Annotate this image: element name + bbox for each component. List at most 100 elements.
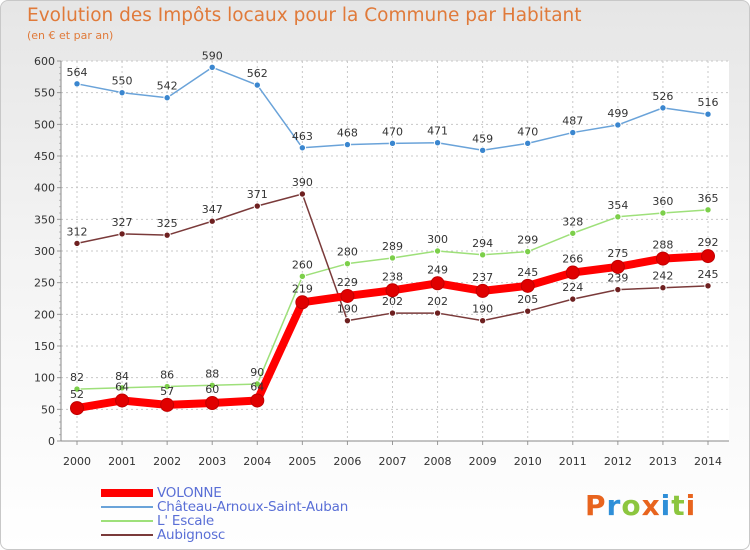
data-label: 245 xyxy=(517,266,538,279)
data-point xyxy=(704,206,712,214)
data-point xyxy=(343,316,352,325)
data-point xyxy=(524,307,532,315)
data-label: 280 xyxy=(337,246,358,259)
data-point xyxy=(118,230,126,238)
data-label: 312 xyxy=(67,225,88,238)
data-point xyxy=(208,63,216,72)
data-label: 459 xyxy=(472,132,493,145)
y-tick-label: 350 xyxy=(34,213,55,226)
data-point xyxy=(614,121,622,129)
proxiti-logo: Proxiti xyxy=(585,489,697,522)
legend-swatch-volonne xyxy=(101,489,153,497)
x-tick-label: 2004 xyxy=(243,455,271,468)
data-label: 542 xyxy=(157,80,178,93)
data-point xyxy=(343,259,352,268)
data-label: 88 xyxy=(205,367,219,380)
data-label: 294 xyxy=(472,237,493,250)
data-point xyxy=(478,146,487,155)
data-label: 64 xyxy=(250,380,264,393)
data-label: 224 xyxy=(562,281,583,294)
x-tick-label: 2005 xyxy=(288,455,316,468)
data-point xyxy=(520,278,535,293)
y-tick-label: 0 xyxy=(48,435,55,448)
x-tick-label: 2003 xyxy=(198,455,226,468)
x-tick-label: 2014 xyxy=(694,455,722,468)
data-label: 64 xyxy=(115,380,129,393)
data-point xyxy=(163,231,171,239)
x-tick-label: 2001 xyxy=(108,455,136,468)
data-point xyxy=(205,396,220,410)
data-label: 470 xyxy=(382,125,403,138)
data-label: 347 xyxy=(202,203,223,216)
y-tick-label: 150 xyxy=(34,340,55,353)
data-label: 327 xyxy=(112,216,133,229)
data-label: 390 xyxy=(292,176,313,189)
chart-subtitle: (en € et par an) xyxy=(27,29,114,42)
x-tick-label: 2002 xyxy=(153,455,181,468)
x-tick-label: 2007 xyxy=(379,455,407,468)
data-label: 299 xyxy=(517,234,538,247)
data-label: 266 xyxy=(562,253,583,266)
data-point xyxy=(298,272,307,281)
data-point xyxy=(614,285,622,294)
data-label: 242 xyxy=(652,270,673,283)
data-point xyxy=(433,139,442,147)
data-label: 190 xyxy=(337,303,358,316)
data-point xyxy=(478,251,487,259)
data-point xyxy=(388,254,397,262)
data-label: 516 xyxy=(698,96,719,109)
data-point xyxy=(704,282,712,290)
data-label: 202 xyxy=(382,295,403,308)
data-point xyxy=(659,104,667,112)
data-point xyxy=(73,385,81,393)
data-point xyxy=(385,283,400,298)
data-point xyxy=(704,110,712,118)
data-label: 190 xyxy=(472,303,493,316)
data-label: 60 xyxy=(205,383,219,396)
chart-title: Evolution des Impôts locaux pour la Comm… xyxy=(27,5,582,26)
data-label: 84 xyxy=(115,370,129,383)
data-label: 292 xyxy=(698,236,719,249)
y-tick-label: 100 xyxy=(34,372,55,385)
data-point xyxy=(569,295,577,303)
data-label: 365 xyxy=(698,192,719,205)
data-point xyxy=(295,295,310,310)
data-label: 354 xyxy=(607,199,628,212)
data-label: 470 xyxy=(517,125,538,138)
data-label: 275 xyxy=(607,247,628,260)
y-tick-label: 300 xyxy=(34,245,55,258)
data-label: 328 xyxy=(562,215,583,228)
legend-label-chateau-arnoux: Château-Arnoux-Saint-Auban xyxy=(157,499,349,515)
data-label: 229 xyxy=(337,276,358,289)
data-point xyxy=(430,276,445,291)
x-tick-label: 2009 xyxy=(469,455,497,468)
data-label: 468 xyxy=(337,127,358,140)
data-point xyxy=(659,209,667,217)
data-point xyxy=(524,247,532,256)
y-tick-label: 600 xyxy=(34,55,55,68)
data-label: 289 xyxy=(382,240,403,253)
data-point xyxy=(569,128,577,137)
y-tick-label: 400 xyxy=(34,182,55,195)
data-point xyxy=(478,316,487,325)
y-tick-label: 200 xyxy=(34,308,55,321)
data-point xyxy=(565,265,580,280)
data-point xyxy=(343,140,352,149)
data-label: 202 xyxy=(427,295,448,308)
data-label: 238 xyxy=(382,270,403,283)
data-point xyxy=(701,249,715,264)
data-point xyxy=(73,80,81,88)
data-point xyxy=(253,81,261,89)
data-label: 562 xyxy=(247,67,268,80)
data-label: 219 xyxy=(292,282,313,295)
data-point xyxy=(610,259,625,274)
data-label: 590 xyxy=(202,49,223,62)
data-label: 249 xyxy=(427,263,448,276)
data-point xyxy=(340,288,355,303)
data-label: 86 xyxy=(160,369,174,382)
x-tick-label: 2006 xyxy=(333,455,361,468)
data-point xyxy=(163,382,171,391)
data-label: 300 xyxy=(427,233,448,246)
